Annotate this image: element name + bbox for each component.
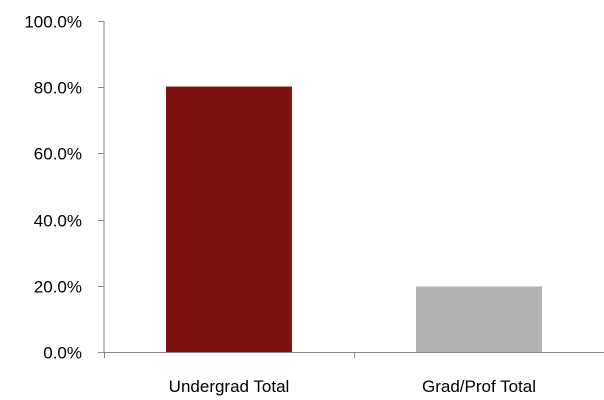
y-tick-label: 100.0%: [24, 13, 82, 32]
x-axis: [104, 352, 604, 358]
bars: [166, 86, 542, 353]
y-tick-label: 0.0%: [43, 344, 82, 363]
x-tick-label: Undergrad Total: [169, 377, 290, 396]
x-tick-labels: Undergrad Total Grad/Prof Total: [169, 377, 536, 396]
x-tick-label: Grad/Prof Total: [422, 377, 536, 396]
y-tick-label: 20.0%: [34, 278, 82, 297]
y-tick-label: 80.0%: [34, 79, 82, 98]
y-tick-label: 60.0%: [34, 145, 82, 164]
y-tick-label: 40.0%: [34, 212, 82, 231]
y-axis: 0.0% 20.0% 40.0% 60.0% 80.0% 100.0%: [24, 13, 105, 363]
bar-undergrad-total: [166, 86, 292, 353]
bar-grad-prof-total: [416, 286, 542, 352]
